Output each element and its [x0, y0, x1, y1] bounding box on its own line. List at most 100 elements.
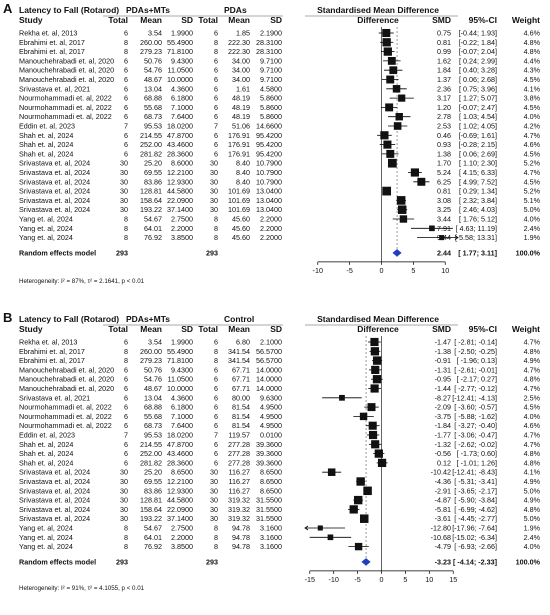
ci-value: [ -1.01; 1.26]: [457, 458, 497, 467]
ctrl-mean: 94.78: [232, 533, 250, 542]
forest-plot-rows: Rekha et. al, 2013 6 3.54 1.9900 6 1.85 2.1900…: [19, 27, 541, 584]
study-label: Nourmohammadi et. al, 2022: [19, 112, 112, 121]
weight-value: 4.6%: [524, 421, 541, 430]
panel-a-letter: A: [3, 1, 13, 16]
ctrl-total: 8: [214, 47, 218, 56]
exp-sd: 3.8500: [171, 233, 193, 242]
weight-value: 4.7%: [524, 338, 541, 347]
exp-mean: 3.54: [148, 29, 162, 38]
ctrl-mean: 176.91: [228, 149, 250, 158]
panel-a-pooled-ctrl-total: 293: [206, 248, 218, 257]
weight-value: 4.5%: [524, 177, 541, 186]
x-tick-label: 0: [380, 575, 384, 584]
weight-value: 4.5%: [524, 75, 541, 84]
exp-mean: 54.67: [144, 215, 162, 224]
exp-total: 30: [120, 187, 128, 196]
exp-sd: 55.4900: [167, 38, 193, 47]
exp-total: 6: [124, 393, 128, 402]
ci-value: [ 1.03; 4.54]: [459, 112, 497, 121]
effect-square: [382, 38, 391, 47]
study-label: Manouchehrabadi et. al, 2020: [19, 365, 114, 374]
ctrl-sd: 2.1900: [260, 29, 282, 38]
x-tick-label: -10: [313, 266, 323, 275]
study-label: Srivastava et. al, 2024: [19, 496, 90, 505]
effect-square: [395, 113, 403, 121]
panel-b-cmean-header: Mean: [228, 324, 250, 334]
panel-a-pooled-weight: 100.0%: [516, 248, 541, 257]
exp-total: 8: [124, 38, 128, 47]
ctrl-total: 8: [214, 233, 218, 242]
exp-total: 8: [124, 347, 128, 356]
smd-value: 1.38: [437, 149, 451, 158]
exp-mean: 252.00: [140, 140, 162, 149]
exp-total: 30: [120, 468, 128, 477]
effect-square: [392, 85, 401, 93]
ctrl-total: 6: [214, 449, 218, 458]
exp-mean: 13.04: [144, 84, 162, 93]
exp-sd: 7.6400: [171, 421, 193, 430]
panel-b-pooled-diamond: [361, 558, 371, 566]
panel-b-group1-label: PDAs+MTs: [126, 314, 170, 324]
study-label: Yang et. al, 2024: [19, 233, 73, 242]
weight-value: 4.8%: [524, 505, 541, 514]
exp-total: 6: [124, 56, 128, 65]
ci-value: [-12.41; -8.43]: [452, 468, 497, 477]
ctrl-total: 6: [214, 84, 218, 93]
ctrl-sd: 0.0100: [260, 431, 282, 440]
ctrl-mean: 80.00: [232, 393, 250, 402]
exp-sd: 7.1000: [171, 103, 193, 112]
exp-sd: 7.6400: [171, 112, 193, 121]
exp-total: 6: [124, 412, 128, 421]
ctrl-sd: 9.7100: [260, 75, 282, 84]
x-tick-label: 5: [411, 266, 415, 275]
panel-a-weight-header: Weight: [512, 15, 540, 25]
exp-sd: 44.5800: [167, 496, 193, 505]
exp-total: 6: [124, 384, 128, 393]
weight-value: 4.2%: [524, 122, 541, 131]
x-tick-label: -5: [346, 266, 352, 275]
effect-square: [383, 47, 392, 56]
x-tick-label: 15: [449, 575, 457, 584]
ci-value: [ 0.06; 2.69]: [459, 149, 497, 158]
exp-sd: 2.2000: [171, 533, 193, 542]
ci-value: [ -6.99; -4.62]: [454, 505, 497, 514]
ci-arrow-right: [454, 235, 459, 240]
ci-value: [ 1.27; 5.07]: [459, 94, 497, 103]
ctrl-mean: 81.54: [232, 412, 250, 421]
panel-b-pooled-ctrl-total: 293: [206, 557, 218, 566]
weight-value: 4.6%: [524, 140, 541, 149]
ctrl-total: 30: [210, 168, 218, 177]
effect-square: [339, 394, 345, 401]
panel-a-pooled-smd: 2.44: [437, 248, 451, 257]
ctrl-total: 6: [214, 365, 218, 374]
panel-b-effect-header: Standardised Mean Difference: [317, 314, 439, 324]
ci-value: [ 5.58; 13.31]: [455, 233, 497, 242]
effect-square: [397, 205, 407, 214]
effect-square: [371, 440, 380, 449]
exp-total: 30: [120, 514, 128, 523]
ctrl-mean: 116.27: [229, 477, 250, 486]
study-label: Nourmohammadi et. al, 2022: [19, 403, 112, 412]
ctrl-total: 30: [210, 159, 218, 168]
panel-b-emean-header: Mean: [140, 324, 162, 334]
panel-a-esd-header: SD: [181, 15, 193, 25]
ctrl-mean: 81.54: [232, 421, 250, 430]
ctrl-mean: 81.54: [232, 403, 250, 412]
exp-total: 6: [124, 94, 128, 103]
effect-square: [386, 75, 395, 84]
ctrl-total: 6: [214, 375, 218, 384]
ci-value: [ -3.60; -0.57]: [454, 403, 497, 412]
effect-square: [439, 235, 445, 241]
smd-value: -0.91: [435, 356, 451, 365]
exp-mean: 214.55: [140, 131, 162, 140]
panel-a-pooled-diamond: [392, 249, 402, 257]
ci-value: [-15.02; -6.34]: [452, 533, 497, 542]
weight-value: 4.5%: [524, 403, 541, 412]
smd-value: 0.12: [437, 458, 451, 467]
study-label: Yang et. al, 2024: [19, 215, 73, 224]
exp-total: 8: [124, 356, 128, 365]
ctrl-total: 6: [214, 440, 218, 449]
exp-total: 6: [124, 103, 128, 112]
ctrl-mean: 48.19: [232, 94, 250, 103]
ctrl-mean: 101.69: [228, 205, 250, 214]
